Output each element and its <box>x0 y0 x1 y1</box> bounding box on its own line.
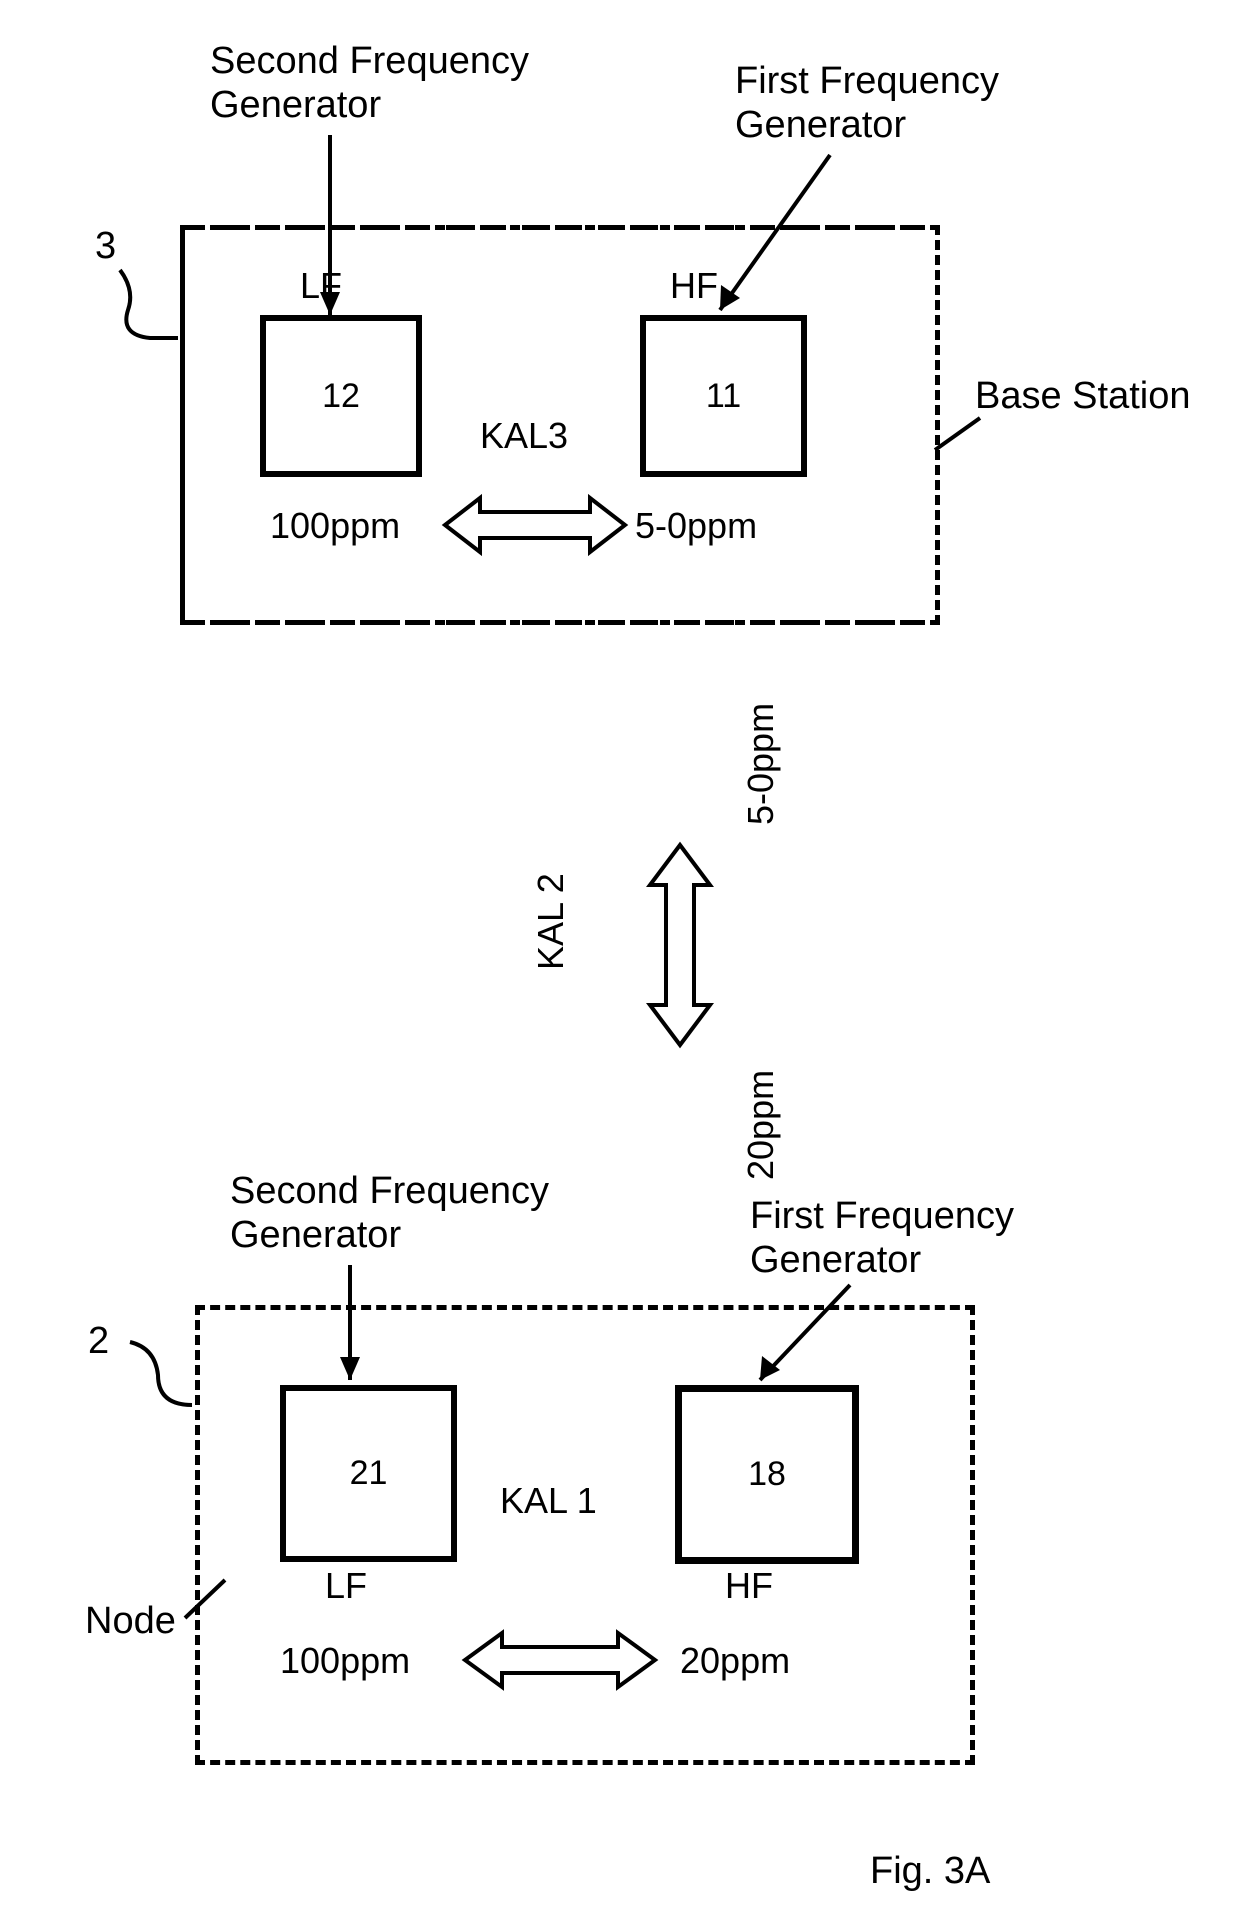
node-right-ppm: 20ppm <box>680 1640 790 1682</box>
node-lf: LF <box>325 1565 367 1607</box>
figure-caption: Fig. 3A <box>870 1850 990 1893</box>
node-kal: KAL 1 <box>500 1480 597 1522</box>
figure-canvas: Second Frequency Generator First Frequen… <box>0 0 1240 1928</box>
node-block-21-num: 21 <box>350 1454 388 1493</box>
node-block-21: 21 <box>280 1385 457 1562</box>
node-side-leader <box>0 0 300 1800</box>
node-hf: HF <box>725 1565 773 1607</box>
node-left-ppm: 100ppm <box>280 1640 410 1682</box>
node-double-arrow <box>460 1625 660 1695</box>
node-block-18-num: 18 <box>748 1455 786 1494</box>
node-block-18: 18 <box>675 1385 859 1564</box>
